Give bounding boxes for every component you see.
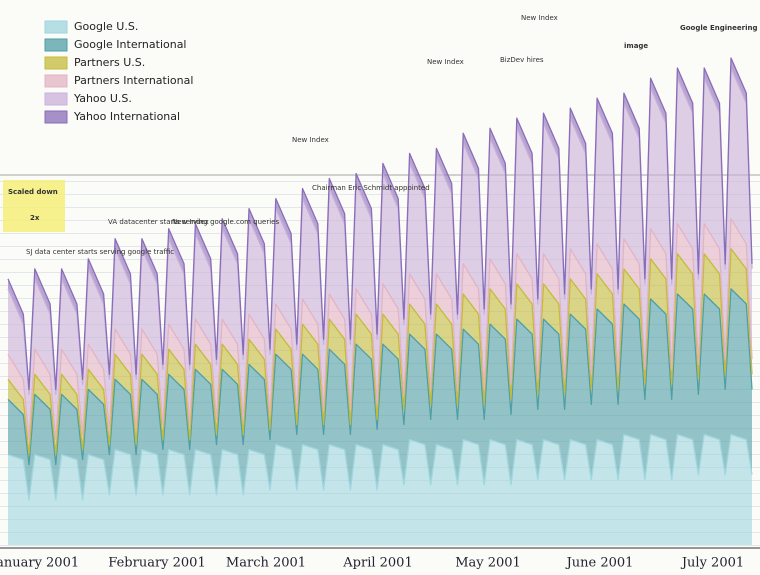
legend-label: Partners U.S. xyxy=(74,56,145,69)
annotations: Scaled down 2x SJ data center starts servi… xyxy=(3,14,760,256)
annotation: BizDev hires xyxy=(500,56,544,64)
legend-label: Partners International xyxy=(74,74,193,87)
x-tick-label: January 2001 xyxy=(0,556,79,571)
series-line xyxy=(7,218,753,441)
annotation: Google Engineering Reorg xyxy=(680,24,760,32)
legend: Google U.S. Google International Partners … xyxy=(44,20,193,124)
x-axis-labels: January 2001 February 2001 March 2001 April… xyxy=(0,556,744,571)
series-line xyxy=(7,433,753,501)
legend-swatch xyxy=(44,74,68,88)
area-fill xyxy=(8,248,752,465)
legend-swatch xyxy=(44,110,68,124)
series-line xyxy=(7,288,753,466)
area-fill xyxy=(8,68,752,440)
x-tick-label: July 2001 xyxy=(680,556,744,571)
annotation: New Index xyxy=(521,14,558,22)
x-tick-label: February 2001 xyxy=(108,556,205,571)
area-fill xyxy=(8,218,752,455)
x-tick-label: May 2001 xyxy=(455,556,521,571)
x-tick-label: June 2001 xyxy=(565,556,634,571)
legend-swatch xyxy=(44,38,68,52)
legend-swatch xyxy=(44,92,68,106)
annotation: SJ data center starts serving google tra… xyxy=(26,248,174,256)
annotation: Scaled down xyxy=(8,188,58,196)
annotation: New Index xyxy=(292,136,329,144)
legend-swatch xyxy=(44,20,68,34)
legend-label: Yahoo International xyxy=(73,110,180,123)
note-highlight xyxy=(3,180,65,232)
series-line xyxy=(7,57,753,391)
legend-label: Google U.S. xyxy=(74,20,138,33)
series-line xyxy=(7,248,753,456)
legend-label: Yahoo U.S. xyxy=(73,92,132,105)
x-tick-label: April 2001 xyxy=(342,556,412,571)
annotation: New Index xyxy=(427,58,464,66)
legend-label: Google International xyxy=(74,38,187,51)
x-tick-label: March 2001 xyxy=(226,556,306,571)
annotation: image xyxy=(624,42,648,50)
annotation: VA datacenter starts serving google.com … xyxy=(108,218,279,226)
legend-swatch xyxy=(44,56,68,70)
plot xyxy=(7,57,753,545)
annotation: New Index xyxy=(172,218,209,226)
annotation: 2x xyxy=(30,214,40,222)
annotation: Chairman Eric Schmidt appointed xyxy=(312,184,430,192)
